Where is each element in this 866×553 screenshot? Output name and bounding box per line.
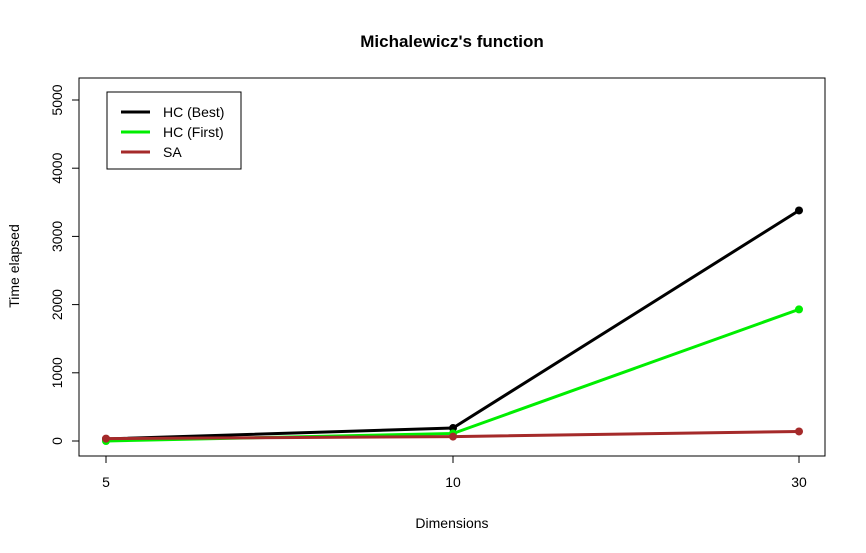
y-tick-label: 1000 bbox=[49, 357, 65, 388]
series-point bbox=[449, 432, 457, 441]
y-tick-label: 3000 bbox=[49, 221, 65, 252]
x-tick-label: 30 bbox=[791, 474, 807, 490]
series-point bbox=[102, 434, 110, 443]
y-tick-label: 0 bbox=[49, 437, 65, 445]
legend-label: HC (Best) bbox=[163, 104, 224, 120]
x-tick-label: 10 bbox=[445, 474, 461, 490]
y-axis: 0 1000 2000 3000 4000 5000 bbox=[49, 84, 80, 445]
series-point bbox=[795, 427, 803, 436]
y-axis-label: Time elapsed bbox=[6, 224, 22, 308]
legend-label: HC (First) bbox=[163, 124, 224, 140]
y-tick-label: 2000 bbox=[49, 289, 65, 320]
series-point bbox=[795, 206, 803, 215]
x-axis: 5 10 30 bbox=[102, 455, 807, 490]
x-axis-label: Dimensions bbox=[415, 515, 488, 531]
series-point bbox=[795, 305, 803, 314]
y-tick-label: 4000 bbox=[49, 152, 65, 183]
series-line-1 bbox=[105, 307, 800, 443]
legend: HC (Best) HC (First) SA bbox=[106, 91, 242, 170]
y-tick-label: 5000 bbox=[49, 84, 65, 115]
legend-label: SA bbox=[163, 144, 182, 160]
series-line-0 bbox=[105, 209, 800, 441]
x-tick-label: 5 bbox=[102, 474, 110, 490]
chart-title: Michalewicz's function bbox=[360, 32, 544, 51]
series-layer bbox=[102, 206, 803, 445]
